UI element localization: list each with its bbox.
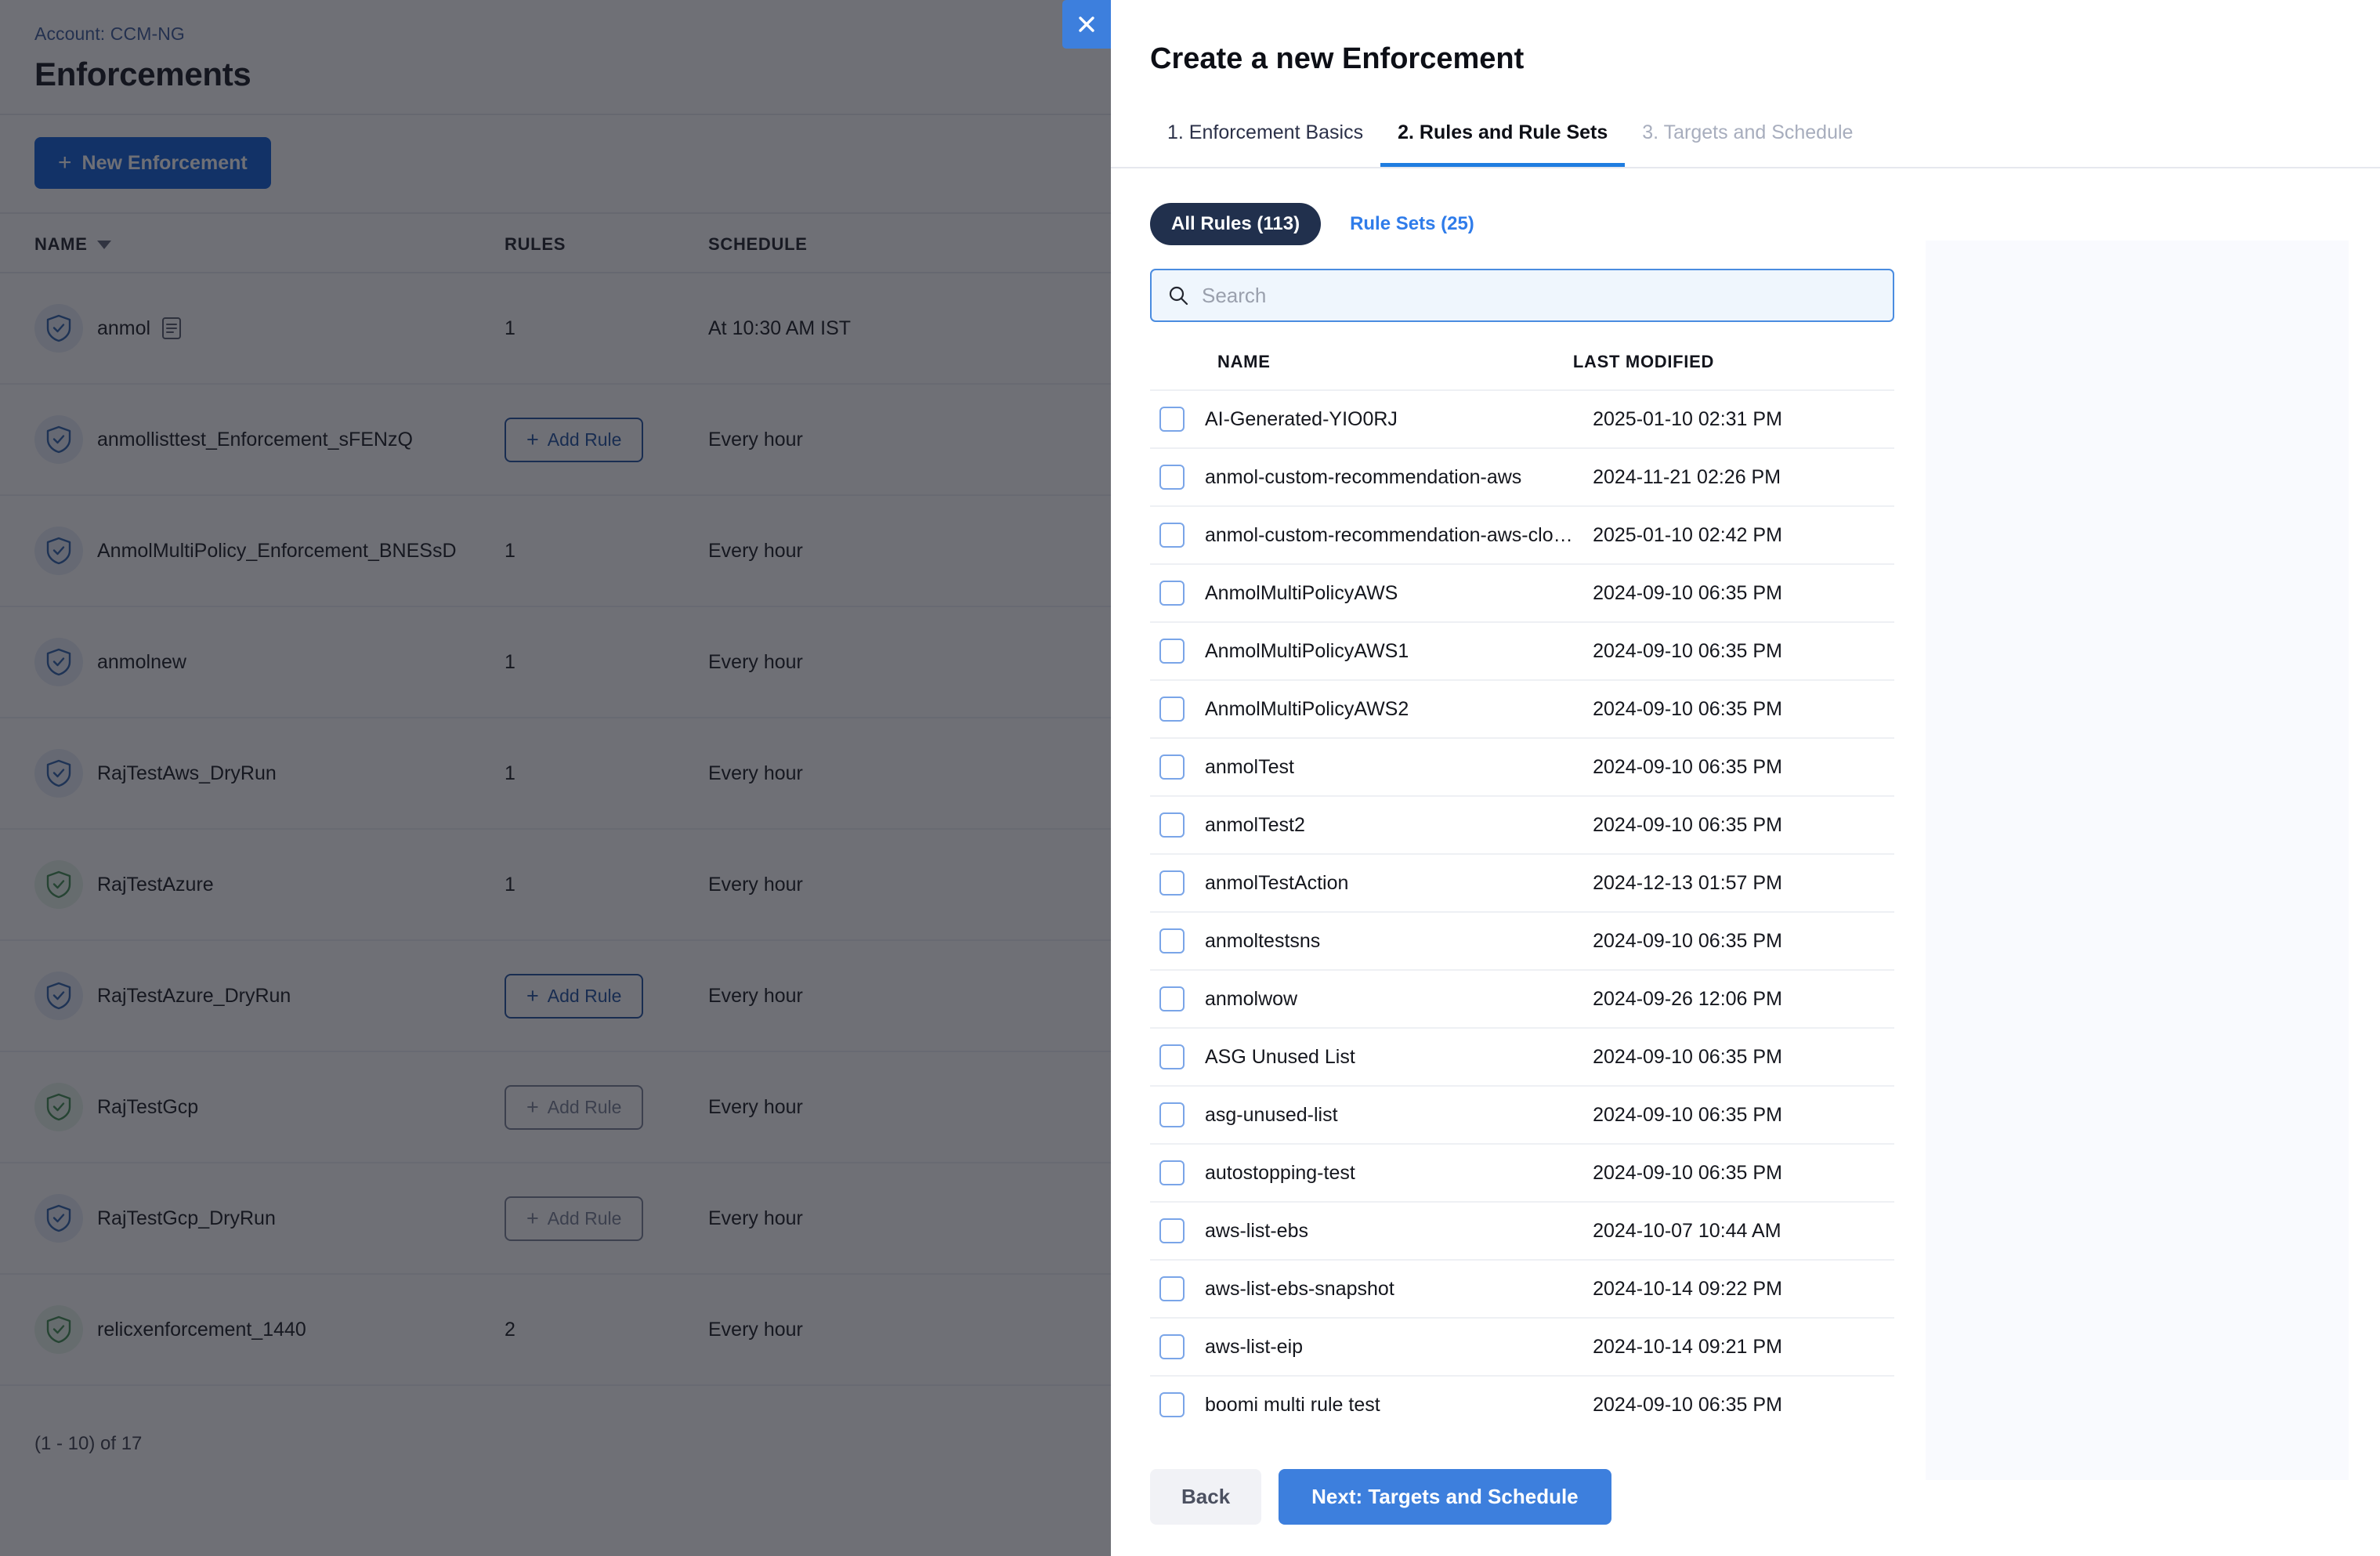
rule-row[interactable]: aws-list-eip 2024-10-14 09:21 PM bbox=[1150, 1317, 1894, 1375]
rule-row[interactable]: aws-list-ebs 2024-10-07 10:44 AM bbox=[1150, 1201, 1894, 1259]
modal-footer: Back Next: Targets and Schedule bbox=[1111, 1442, 2380, 1556]
rule-name: anmolTest bbox=[1205, 755, 1294, 778]
rule-row[interactable]: anmolTest2 2024-09-10 06:35 PM bbox=[1150, 795, 1894, 853]
tab-2[interactable]: 2. Rules and Rule Sets bbox=[1380, 107, 1626, 167]
rules-list: AI-Generated-YIO0RJ 2025-01-10 02:31 PM an… bbox=[1150, 389, 1894, 1442]
rule-row[interactable]: aws-list-ebs-snapshot 2024-10-14 09:22 PM bbox=[1150, 1259, 1894, 1317]
rule-row[interactable]: ASG Unused List 2024-09-10 06:35 PM bbox=[1150, 1027, 1894, 1085]
rules-filter-pills: All Rules (113) Rule Sets (25) bbox=[1150, 203, 1894, 245]
rule-checkbox[interactable] bbox=[1159, 697, 1185, 722]
rule-checkbox[interactable] bbox=[1159, 1160, 1185, 1185]
pill-rule-sets[interactable]: Rule Sets (25) bbox=[1329, 203, 1496, 245]
rule-checkbox[interactable] bbox=[1159, 870, 1185, 896]
selected-rules-empty-area bbox=[1926, 241, 2349, 1480]
close-glyph bbox=[1079, 16, 1094, 32]
rule-checkbox[interactable] bbox=[1159, 465, 1185, 490]
modal-header: Create a new Enforcement bbox=[1111, 0, 2380, 107]
rules-pane: All Rules (113)Rule Sets (25) NAME LAST … bbox=[1111, 168, 1926, 1442]
rule-last-modified: 2024-09-10 06:35 PM bbox=[1593, 1045, 1782, 1068]
rule-name: boomi multi rule test bbox=[1205, 1393, 1380, 1416]
rules-column-name: NAME bbox=[1217, 352, 1271, 371]
rule-row[interactable]: anmolTestAction 2024-12-13 01:57 PM bbox=[1150, 853, 1894, 911]
rule-checkbox[interactable] bbox=[1159, 986, 1185, 1011]
rule-name: autostopping-test bbox=[1205, 1161, 1355, 1184]
rule-checkbox[interactable] bbox=[1159, 1102, 1185, 1127]
modal-body: All Rules (113)Rule Sets (25) NAME LAST … bbox=[1111, 168, 2380, 1480]
rule-name: anmol-custom-recommendation-aws-clone-23… bbox=[1205, 523, 1593, 546]
rule-last-modified: 2024-09-10 06:35 PM bbox=[1593, 813, 1782, 836]
pill-all-rules[interactable]: All Rules (113) bbox=[1150, 203, 1322, 245]
rule-last-modified: 2024-09-10 06:35 PM bbox=[1593, 581, 1782, 604]
rule-name: AI-Generated-YIO0RJ bbox=[1205, 407, 1398, 430]
rule-last-modified: 2025-01-10 02:42 PM bbox=[1593, 523, 1782, 546]
rule-last-modified: 2024-09-10 06:35 PM bbox=[1593, 639, 1782, 662]
rule-row[interactable]: AnmolMultiPolicyAWS 2024-09-10 06:35 PM bbox=[1150, 563, 1894, 621]
rule-last-modified: 2024-09-10 06:35 PM bbox=[1593, 1161, 1782, 1184]
rule-name: anmolTest2 bbox=[1205, 813, 1305, 836]
rule-last-modified: 2024-10-07 10:44 AM bbox=[1593, 1219, 1781, 1242]
rule-row[interactable]: anmolTest 2024-09-10 06:35 PM bbox=[1150, 737, 1894, 795]
rule-checkbox[interactable] bbox=[1159, 1392, 1185, 1417]
rule-row[interactable]: anmol-custom-recommendation-aws 2024-11-2… bbox=[1150, 447, 1894, 505]
rules-table-header: NAME LAST MODIFIED bbox=[1150, 352, 1894, 389]
rule-last-modified: 2024-09-10 06:35 PM bbox=[1593, 1393, 1782, 1416]
rule-row[interactable]: anmol-custom-recommendation-aws-clone-23… bbox=[1150, 505, 1894, 563]
rule-row[interactable]: anmolwow 2024-09-26 12:06 PM bbox=[1150, 969, 1894, 1027]
rule-row[interactable]: anmoltestsns 2024-09-10 06:35 PM bbox=[1150, 911, 1894, 969]
back-button[interactable]: Back bbox=[1150, 1469, 1262, 1525]
rule-last-modified: 2024-09-26 12:06 PM bbox=[1593, 987, 1782, 1010]
rule-checkbox[interactable] bbox=[1159, 1334, 1185, 1359]
rule-name: AnmolMultiPolicyAWS2 bbox=[1205, 697, 1409, 720]
search-icon bbox=[1169, 286, 1188, 306]
rule-name: anmolTestAction bbox=[1205, 871, 1349, 894]
rule-last-modified: 2024-09-10 06:35 PM bbox=[1593, 929, 1782, 952]
rule-name: aws-list-ebs-snapshot bbox=[1205, 1277, 1394, 1300]
rule-checkbox[interactable] bbox=[1159, 1218, 1185, 1243]
rule-last-modified: 2024-09-10 06:35 PM bbox=[1593, 697, 1782, 720]
rule-name: aws-list-eip bbox=[1205, 1335, 1304, 1358]
rule-name: AnmolMultiPolicyAWS1 bbox=[1205, 639, 1409, 662]
tab-1[interactable]: 1. Enforcement Basics bbox=[1150, 107, 1380, 167]
rule-row[interactable]: AnmolMultiPolicyAWS1 2024-09-10 06:35 PM bbox=[1150, 621, 1894, 679]
selected-rules-pane bbox=[1926, 168, 2380, 1480]
rule-name: asg-unused-list bbox=[1205, 1103, 1338, 1126]
rule-last-modified: 2024-10-14 09:21 PM bbox=[1593, 1335, 1782, 1358]
rule-last-modified: 2024-09-10 06:35 PM bbox=[1593, 1103, 1782, 1126]
next-targets-schedule-button[interactable]: Next: Targets and Schedule bbox=[1279, 1469, 1611, 1525]
search-input[interactable] bbox=[1202, 283, 1877, 308]
search-box[interactable] bbox=[1150, 269, 1894, 322]
rule-checkbox[interactable] bbox=[1159, 928, 1185, 954]
tab-3[interactable]: 3. Targets and Schedule bbox=[1625, 107, 1870, 167]
modal-title: Create a new Enforcement bbox=[1150, 42, 1525, 75]
rule-last-modified: 2024-09-10 06:35 PM bbox=[1593, 755, 1782, 778]
rule-name: AnmolMultiPolicyAWS bbox=[1205, 581, 1398, 604]
rule-name: anmoltestsns bbox=[1205, 929, 1321, 952]
close-icon[interactable] bbox=[1062, 0, 1111, 49]
rule-name: anmol-custom-recommendation-aws bbox=[1205, 465, 1522, 488]
rule-row[interactable]: asg-unused-list 2024-09-10 06:35 PM bbox=[1150, 1085, 1894, 1143]
rule-checkbox[interactable] bbox=[1159, 523, 1185, 548]
rule-name: ASG Unused List bbox=[1205, 1045, 1355, 1068]
modal-overlay[interactable] bbox=[0, 0, 1111, 1556]
rule-row[interactable]: autostopping-test 2024-09-10 06:35 PM bbox=[1150, 1143, 1894, 1201]
rule-row[interactable]: AI-Generated-YIO0RJ 2025-01-10 02:31 PM bbox=[1150, 389, 1894, 447]
rule-checkbox[interactable] bbox=[1159, 812, 1185, 838]
rule-checkbox[interactable] bbox=[1159, 407, 1185, 432]
rules-column-last-modified: LAST MODIFIED bbox=[1572, 352, 1715, 371]
rule-checkbox[interactable] bbox=[1159, 639, 1185, 664]
rule-row[interactable]: AnmolMultiPolicyAWS2 2024-09-10 06:35 PM bbox=[1150, 679, 1894, 737]
rule-row[interactable]: boomi multi rule test 2024-09-10 06:35 PM bbox=[1150, 1375, 1894, 1433]
rule-last-modified: 2024-11-21 02:26 PM bbox=[1593, 465, 1781, 488]
rule-checkbox[interactable] bbox=[1159, 1276, 1185, 1301]
rule-checkbox[interactable] bbox=[1159, 1044, 1185, 1069]
rule-name: anmolwow bbox=[1205, 987, 1298, 1010]
rule-last-modified: 2024-10-14 09:22 PM bbox=[1593, 1277, 1782, 1300]
rule-last-modified: 2025-01-10 02:31 PM bbox=[1593, 407, 1782, 430]
rule-checkbox[interactable] bbox=[1159, 581, 1185, 606]
modal-tabs: 1. Enforcement Basics 2. Rules and Rule S… bbox=[1111, 107, 2380, 168]
create-enforcement-modal: Create a new Enforcement 1. Enforcement … bbox=[1062, 0, 2380, 1556]
rule-checkbox[interactable] bbox=[1159, 754, 1185, 780]
rule-name: aws-list-ebs bbox=[1205, 1219, 1308, 1242]
rule-last-modified: 2024-12-13 01:57 PM bbox=[1593, 871, 1782, 894]
